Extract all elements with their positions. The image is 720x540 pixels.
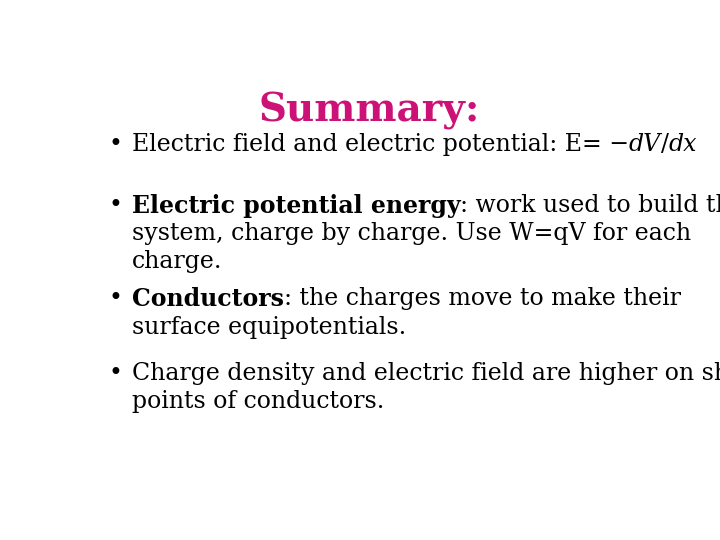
Text: : the charges move to make their: : the charges move to make their xyxy=(284,287,681,310)
Text: •: • xyxy=(108,362,122,385)
Text: surface equipotentials.: surface equipotentials. xyxy=(132,315,406,339)
Text: dx: dx xyxy=(669,133,698,157)
Text: •: • xyxy=(108,287,122,310)
Text: points of conductors.: points of conductors. xyxy=(132,390,384,414)
Text: •: • xyxy=(108,194,122,217)
Text: Electric potential energy: Electric potential energy xyxy=(132,194,461,218)
Text: •: • xyxy=(108,133,122,157)
Text: Conductors: Conductors xyxy=(132,287,284,311)
Text: Charge density and electric field are higher on sharp: Charge density and electric field are hi… xyxy=(132,362,720,385)
Text: Summary:: Summary: xyxy=(258,92,480,130)
Text: dV: dV xyxy=(629,133,661,157)
Text: system, charge by charge. Use W=qV for each: system, charge by charge. Use W=qV for e… xyxy=(132,222,691,245)
Text: Electric field and electric potential: E= −: Electric field and electric potential: E… xyxy=(132,133,629,157)
Text: charge.: charge. xyxy=(132,250,222,273)
Text: : work used to build the: : work used to build the xyxy=(461,194,720,217)
Text: /: / xyxy=(661,133,669,157)
